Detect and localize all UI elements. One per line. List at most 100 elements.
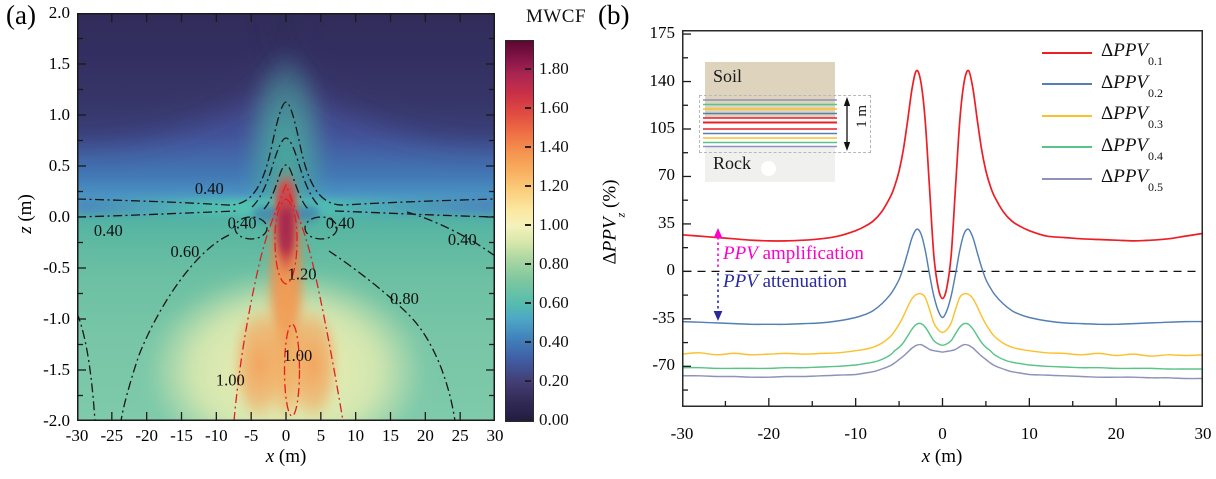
panel-a-label: (a) <box>6 0 36 30</box>
legend-item: ΔPPV0.5 <box>1042 163 1163 195</box>
contour-label: 0.40 <box>228 214 257 233</box>
x-axis-unit: (m) <box>930 446 963 467</box>
inset-dimension-arrow-icon <box>843 97 851 151</box>
x-tick-label: 20 <box>416 426 434 445</box>
legend-item: ΔPPV0.1 <box>1042 37 1163 69</box>
delta-symbol: Δ <box>1101 103 1114 125</box>
x-tick-label: 0 <box>938 424 947 443</box>
x-tick-label: -10 <box>204 426 228 445</box>
x-tick-label: 30 <box>486 426 504 445</box>
contour-lines-red <box>233 183 344 421</box>
colorbar <box>505 40 534 422</box>
y-tick-label: 70 <box>658 165 675 185</box>
legend-subscript: 0.2 <box>1148 85 1164 100</box>
colorbar-tick-mark <box>525 185 531 187</box>
legend-item: ΔPPV0.4 <box>1042 132 1163 164</box>
ppv-symbol: PPV <box>1113 134 1149 156</box>
amplification-text: amplification <box>757 243 864 264</box>
ppv-symbol: PPV <box>1113 103 1149 125</box>
curve-dppv-0.2 <box>682 228 1203 326</box>
legend-item: ΔPPV0.2 <box>1042 69 1163 101</box>
colorbar-tick-label: 1.60 <box>539 98 569 118</box>
z-tick-label: 0.0 <box>48 207 70 226</box>
contour-label: 0.80 <box>390 289 419 308</box>
z-tick-label: 0.5 <box>48 156 70 175</box>
x-tick-label: -30 <box>670 424 694 443</box>
panel-a-frame <box>77 13 495 421</box>
colorbar-tick-mark <box>525 419 531 421</box>
contour-label: 0.60 <box>171 242 200 261</box>
colorbar-tick-mark <box>525 380 531 382</box>
z-tick-label: -0.5 <box>43 258 70 277</box>
ppv-italic: PPV <box>723 271 758 292</box>
z-tick-label: 2.0 <box>48 3 70 22</box>
inset-rock-label: Rock <box>713 153 751 173</box>
legend-subscript: 0.3 <box>1148 117 1164 132</box>
delta-symbol: Δ <box>1101 40 1114 62</box>
y-tick-label: 140 <box>649 70 676 90</box>
delta-symbol: Δ <box>1101 166 1114 188</box>
colorbar-tick-label: 0.60 <box>539 293 569 313</box>
z-tick-label: -1.5 <box>43 360 70 379</box>
attenuation-text: attenuation <box>757 271 847 292</box>
panel-b-tick-marks <box>682 33 1203 406</box>
colorbar-tick-mark <box>525 107 531 109</box>
y-tick-label: -70 <box>652 355 675 375</box>
contour-label: 0.40 <box>195 179 224 198</box>
x-tick-label: 20 <box>1107 424 1125 443</box>
legend-label: ΔPPV0.4 <box>1101 134 1163 163</box>
colorbar-title: MWCF <box>525 6 587 27</box>
colorbar-tick-label: 0.00 <box>539 410 569 429</box>
legend-line-swatch <box>1042 83 1092 86</box>
contour-label: 1.00 <box>216 371 245 390</box>
z-tick-label: 1.5 <box>48 54 70 73</box>
delta-symbol: Δ <box>599 252 621 265</box>
panel-b-label: (b) <box>598 0 630 30</box>
panel-a-plot: 0.400.40 0.40 0.400.400.600.801.201.001.00 <box>77 13 495 421</box>
legend-label: ΔPPV0.5 <box>1101 166 1163 194</box>
legend-line-swatch <box>1042 51 1092 54</box>
x-tick-label: 30 <box>1194 424 1212 443</box>
ppv-amplification-annotation: PPV amplification <box>723 243 864 265</box>
z-tick-label: -2.0 <box>43 411 70 430</box>
x-tick-label: -25 <box>100 426 124 445</box>
ppv-symbol: PPV <box>1113 40 1149 62</box>
curve-layer <box>682 69 1203 380</box>
amplification-arrow-icon <box>713 228 723 270</box>
panel-a-x-axis-title: x (m) <box>266 446 307 468</box>
legend-line-swatch <box>1042 177 1092 180</box>
legend-label: ΔPPV0.2 <box>1101 71 1164 100</box>
curve-dppv-0.1 <box>682 69 1203 300</box>
x-tick-label: -5 <box>244 426 259 445</box>
ppv-symbol: PPV <box>1113 71 1149 93</box>
inset-monitoring-lines <box>703 99 837 148</box>
colorbar-tick-label: 1.80 <box>539 59 569 79</box>
delta-symbol: Δ <box>1101 134 1114 156</box>
x-tick-label: -15 <box>170 426 193 445</box>
y-tick-label: 0 <box>666 260 676 280</box>
panel-b-y-axis-title: ΔPPVz (%) <box>599 180 628 265</box>
y-tick-label: 105 <box>649 117 676 137</box>
x-axis-variable: x <box>265 446 275 467</box>
legend-subscript: 0.1 <box>1148 54 1164 69</box>
contour-label: 0.40 <box>94 221 123 240</box>
x-tick-label: -10 <box>844 424 867 443</box>
ppv-symbol: PPV <box>599 217 621 253</box>
attenuation-arrow-icon <box>713 273 723 321</box>
colorbar-tick-label: 0.40 <box>539 332 569 352</box>
x-axis-variable: x <box>921 446 931 467</box>
inset-monitoring-lines-box <box>699 95 871 153</box>
legend-item: ΔPPV0.3 <box>1042 100 1163 132</box>
colorbar-tick-mark <box>525 341 531 343</box>
colorbar-tick-label: 1.00 <box>539 215 569 235</box>
colorbar-tick-label: 0.80 <box>539 254 569 274</box>
legend: ΔPPV0.1 ΔPPV0.2 ΔPPV0.3 ΔPPV0.4 ΔPPV0.5 <box>1042 37 1163 195</box>
curve-dppv-0.4 <box>682 322 1203 370</box>
x-tick-label: 5 <box>316 426 326 445</box>
x-tick-label: 0 <box>281 426 291 445</box>
colorbar-tick-label: 1.40 <box>539 137 569 157</box>
colorbar-tick-mark <box>525 68 531 70</box>
colorbar-tick-mark <box>525 263 531 265</box>
ppv-italic: PPV <box>723 243 758 264</box>
contour-label: 0.40 <box>326 214 355 233</box>
